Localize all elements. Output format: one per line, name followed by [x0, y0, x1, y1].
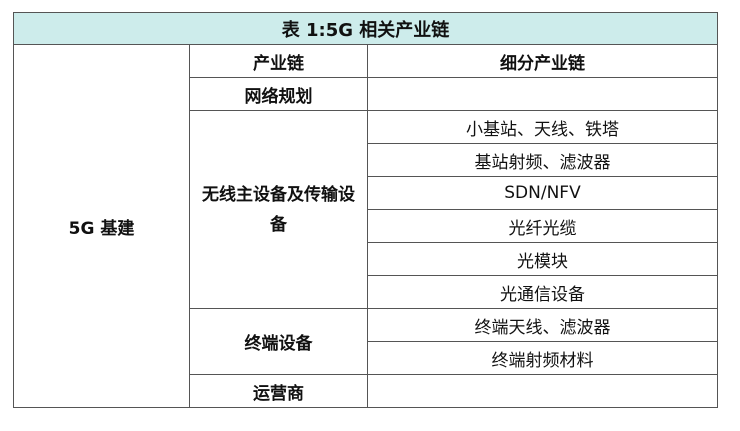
chain-cell: 运营商 — [189, 374, 368, 408]
sub-chain-cell: 光纤光缆 — [367, 209, 718, 243]
sub-chain-cell: 光模块 — [367, 242, 718, 276]
sub-chain-cell: 终端天线、滤波器 — [367, 308, 718, 342]
table-title: 表 1:5G 相关产业链 — [13, 12, 718, 45]
sub-chain-cell — [367, 77, 718, 111]
sub-chain-cell: 小基站、天线、铁塔 — [367, 110, 718, 144]
sub-chain-cell: SDN/NFV — [367, 176, 718, 210]
sub-chain-cell: 终端射频材料 — [367, 341, 718, 375]
sub-chain-cell — [367, 374, 718, 408]
chain-cell: 网络规划 — [189, 77, 368, 111]
header-chain: 产业链 — [189, 44, 368, 78]
sub-chain-cell: 光通信设备 — [367, 275, 718, 309]
sub-chain-cell: 基站射频、滤波器 — [367, 143, 718, 177]
industry-chain-table: 表 1:5G 相关产业链 5G 基建 产业链 细分产业链 网络规划 无线主设备及… — [13, 12, 718, 408]
category-cell: 5G 基建 — [13, 44, 190, 408]
chain-cell: 无线主设备及传输设备 — [189, 110, 368, 309]
chain-cell: 终端设备 — [189, 308, 368, 375]
header-sub-chain: 细分产业链 — [367, 44, 718, 78]
